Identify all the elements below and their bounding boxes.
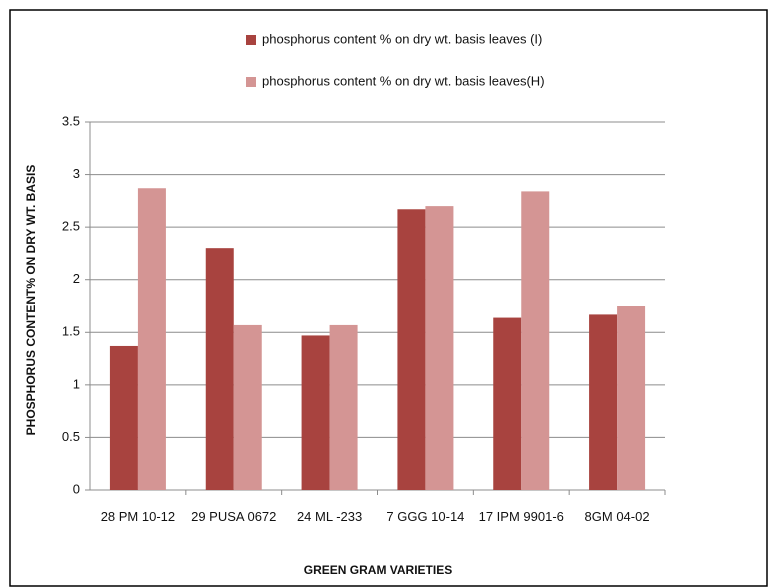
x-tick-label: 28 PM 10-12 (100, 509, 176, 524)
legend-label: phosphorus content % on dry wt. basis le… (262, 31, 542, 46)
x-tick-label: 7 GGG 10-14 (386, 509, 465, 524)
bar (589, 314, 618, 490)
y-tick-label: 1.5 (62, 324, 80, 339)
bar (137, 188, 166, 491)
y-tick-label: 0.5 (62, 429, 80, 444)
bar (301, 335, 330, 490)
bar (233, 324, 262, 490)
y-tick-label: 0 (73, 481, 80, 496)
bar (205, 248, 234, 490)
legend-swatch (246, 35, 256, 45)
frame (9, 9, 768, 587)
bar (617, 306, 646, 490)
x-tick-label: 29 PUSA 0672 (191, 509, 277, 524)
x-axis-title: GREEN GRAM VARIETIES (304, 563, 452, 577)
bar (425, 206, 454, 490)
bar (329, 324, 358, 490)
y-tick-label: 1 (73, 376, 80, 391)
x-tick-label: 8GM 04-02 (584, 509, 650, 524)
bar (521, 191, 550, 490)
bar (493, 317, 522, 490)
y-tick-label: 2.5 (62, 219, 80, 234)
x-tick-label: 17 IPM 9901-6 (478, 509, 564, 524)
y-tick-label: 3.5 (62, 113, 80, 128)
y-axis-title: PHOSPHORUS CONTENT% ON DRY WT. BASIS (24, 165, 38, 436)
y-tick-label: 3 (73, 166, 80, 181)
x-tick-label: 24 ML -233 (296, 509, 363, 524)
bar (397, 209, 426, 491)
legend-label: phosphorus content % on dry wt. basis le… (262, 73, 545, 88)
legend-swatch (246, 77, 256, 87)
bar (109, 345, 138, 490)
y-tick-label: 2 (73, 271, 80, 286)
